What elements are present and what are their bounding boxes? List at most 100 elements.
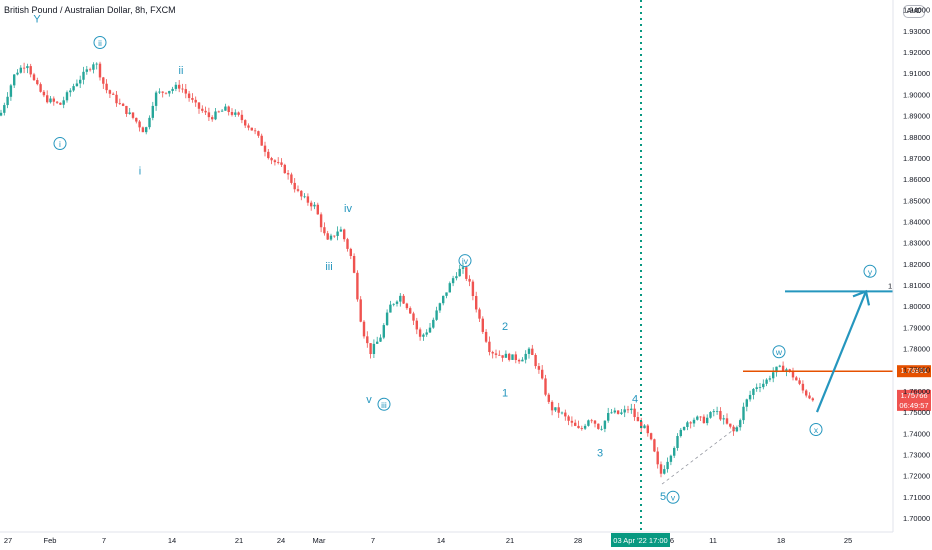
time-tick-label: 11 [709,536,717,545]
candle-body [735,427,739,432]
candle-body [659,464,663,474]
candle-body [240,114,244,121]
candle-body [679,429,682,437]
candle-body [428,327,432,333]
price-tick-label: 1.71000 [903,493,930,502]
candle-body [92,64,95,70]
price-tick-label: 1.74000 [903,429,930,438]
candle-body [343,229,346,240]
candle-body [49,98,52,103]
wave-label-circle [809,422,823,436]
candle-body [316,204,319,215]
candle-body [491,352,494,354]
candle-body [676,436,679,448]
candle-body [772,372,775,379]
candle-body [102,77,105,84]
candle-body [610,412,613,414]
candle-body [191,98,194,100]
candle-body [108,90,112,94]
candle-body [69,90,72,93]
wave-label-circle [53,137,67,151]
candle-body [171,88,174,91]
candle-body [349,248,352,256]
candle-body [554,407,557,411]
candle-body [280,162,283,165]
candle-body [36,80,39,85]
candle-body [234,112,237,115]
wave-label-circle [377,397,391,411]
crosshair-time-text: 03 Apr '22 17:00 [613,536,667,545]
currency-badge[interactable]: AUD [903,5,925,18]
candle-body [267,151,270,159]
candle-body [42,91,46,96]
candle-body [719,410,722,420]
candle-body [788,369,791,371]
candle-body [26,66,29,69]
time-tick-label: 27 [4,536,12,545]
projection-arrow-head [852,289,871,306]
candle-body [118,103,121,105]
candle-body [3,105,6,113]
candle-body [148,117,151,128]
candle-body [570,420,574,423]
candle-body [376,341,379,344]
candle-body [214,111,217,120]
wave-label: 2 [502,321,508,333]
time-tick-label: 14 [168,536,176,545]
candle-body [531,348,534,355]
candle-body [607,412,610,421]
candle-body [333,235,336,237]
chart-title: British Pound / Australian Dollar, 8h, F… [4,5,176,15]
price-tick-label: 1.83000 [903,239,930,248]
candle-body [527,348,531,354]
candle-body [409,308,412,314]
price-axis[interactable]: 1.94000 1.93000 1.92000 1.91000 1.90000 1.890… [0,0,930,533]
last-price-badge-text: 1.75766 [900,391,927,400]
candle-body [521,359,524,362]
candle-body [438,303,442,311]
candle-body [385,312,389,326]
candle-body [577,425,580,429]
candle-body [801,383,805,391]
candle-body [230,112,234,115]
candle-body [418,329,422,337]
candle-body [732,426,735,432]
candle-body [62,100,65,105]
candle-body [712,411,715,413]
candle-body [405,303,409,309]
candle-body [95,63,98,65]
time-tick-label: 21 [506,536,514,545]
candle-body [283,164,286,174]
candle-body [445,292,448,296]
candle-body [564,412,567,417]
candle-body [673,447,676,456]
candle-body [253,130,257,132]
candle-body [511,354,514,360]
candle-body [178,84,181,89]
candle-body [557,407,560,413]
time-axis[interactable]: 27 Feb 7 14 21 24 Mar 7 14 21 28 6 11 18 25 [4,536,852,545]
candle-body [715,410,719,412]
candle-body [145,127,148,133]
candle-body [72,86,75,91]
price-tick-label: 1.75000 [903,408,930,417]
resistance-price-badge-text: 1.76931 [900,366,927,375]
candle-body [451,278,455,284]
price-tick-label: 1.88000 [903,133,930,142]
candle-body [468,278,471,282]
candle-body [105,83,108,91]
candle-body [125,105,128,114]
dashed-trendline [661,424,741,485]
price-tick-label: 1.80000 [903,302,930,311]
candle-body [257,131,260,136]
candle-body [0,112,3,116]
candle-body [649,433,653,440]
wave-label-circle [772,345,786,359]
candle-body [640,421,643,429]
candle-body [247,125,250,128]
wave-label: v [671,493,676,503]
candle-body [220,110,224,112]
candle-body [461,267,465,269]
candle-body [164,92,168,94]
